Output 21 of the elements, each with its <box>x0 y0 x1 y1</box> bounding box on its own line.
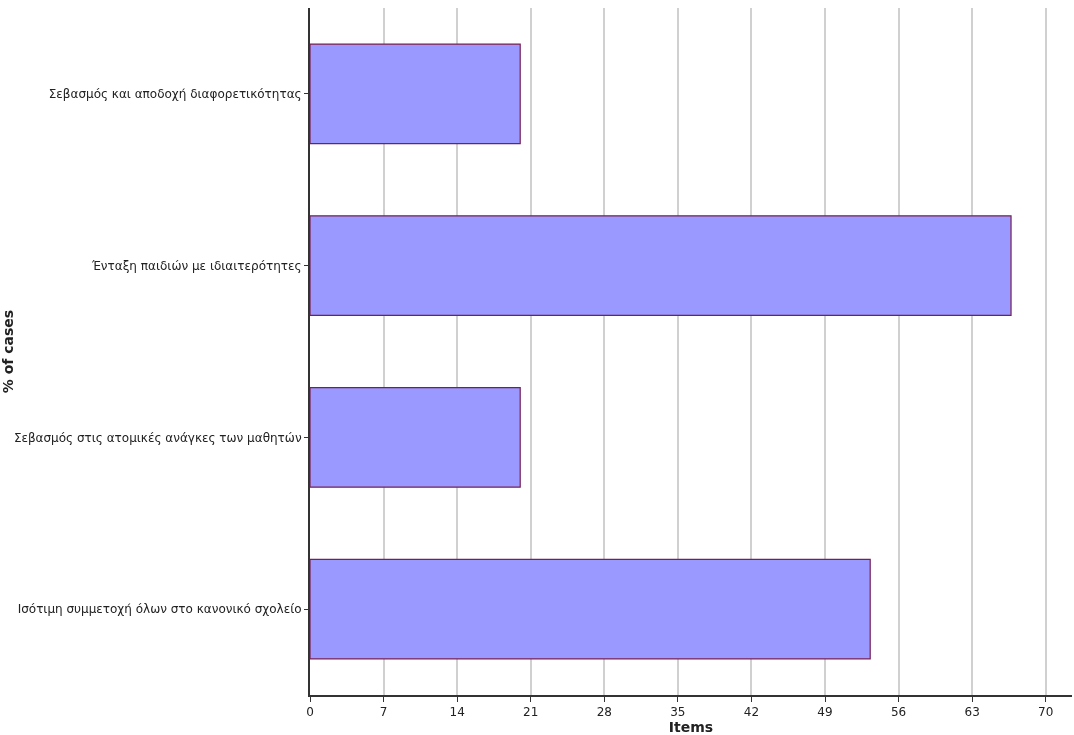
x-tick-label: 0 <box>306 705 314 720</box>
x-tick-label: 28 <box>596 705 612 720</box>
x-tick-label: 70 <box>1038 705 1054 720</box>
x-tick-label: 63 <box>964 705 980 720</box>
x-tick-label: 49 <box>817 705 833 720</box>
bar <box>310 215 1012 317</box>
x-tick-label: 14 <box>449 705 465 720</box>
x-tick-label: 56 <box>890 705 907 720</box>
x-tick-label: 7 <box>379 705 388 720</box>
bar <box>310 558 871 660</box>
x-tick-label: 42 <box>743 705 760 720</box>
bar <box>310 386 521 488</box>
y-axis-title: % of cases <box>0 309 16 394</box>
x-tick-label: 35 <box>670 705 686 720</box>
y-tick-label: Σεβασμός στις ατομικές ανάγκες των μαθητών <box>13 430 302 445</box>
x-tick-label: 21 <box>523 705 539 720</box>
y-tick-label: Ένταξη παιδιών με ιδιαιτερότητες <box>90 258 302 273</box>
y-tick-label: Ισότιμη συμμετοχή όλων στο κανονικό σχολείο <box>17 602 302 617</box>
x-axis-title: Items <box>668 719 714 735</box>
bar <box>310 43 521 145</box>
y-tick-label: Σεβασμός και αποδοχή διαφορετικότητας <box>48 87 302 102</box>
